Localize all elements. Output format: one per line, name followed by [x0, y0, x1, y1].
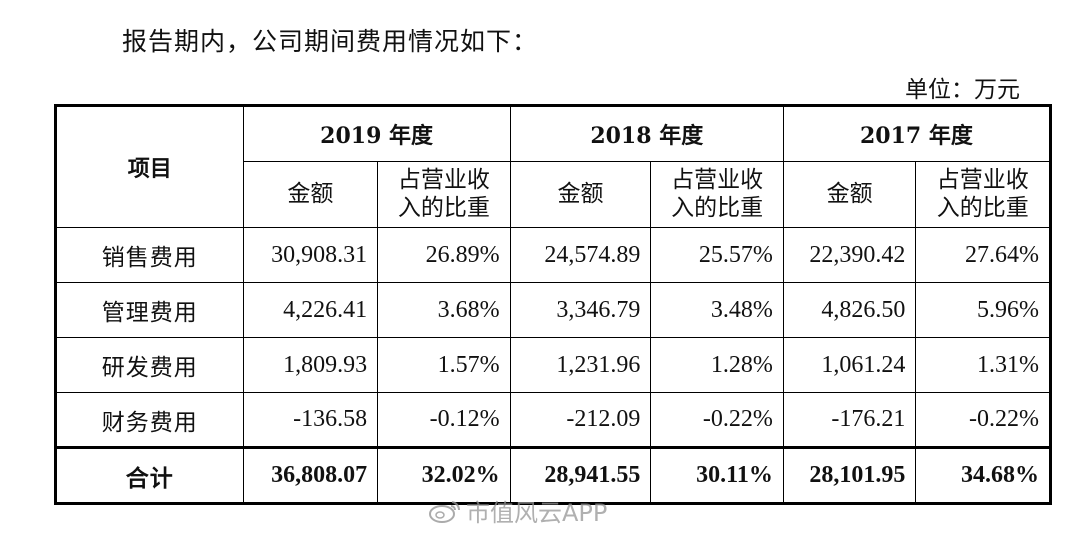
table-cell: 27.64%	[915, 227, 1051, 283]
table-cell: 4,826.50	[782, 282, 917, 338]
year-header-2018: 2018 年度	[509, 105, 784, 162]
row-label-rnd: 研发费用	[55, 337, 244, 393]
table-cell: 3,346.79	[509, 282, 652, 338]
table-cell: 30.11%	[650, 446, 784, 504]
weibo-icon	[428, 498, 462, 524]
ratio-header: 占营业收 入的比重	[915, 161, 1051, 228]
amount-header: 金额	[782, 161, 917, 228]
table-cell: 32.02%	[377, 446, 511, 504]
watermark: 市值风云APP	[428, 493, 607, 528]
table-cell: 1,231.96	[509, 337, 652, 393]
table-cell: -136.58	[242, 392, 379, 448]
table-cell: -0.22%	[915, 392, 1051, 448]
amount-header: 金额	[242, 161, 379, 228]
table-cell: 24,574.89	[509, 227, 652, 283]
row-label-selling: 销售费用	[55, 227, 244, 283]
table-cell: 30,908.31	[242, 227, 379, 283]
table-row: 销售费用 30,908.31 26.89% 24,574.89 25.57% 2…	[55, 227, 1051, 283]
table-cell: 4,226.41	[242, 282, 379, 338]
table-cell: -0.22%	[650, 392, 784, 448]
row-label-finance: 财务费用	[55, 392, 244, 448]
table-cell: 1.28%	[650, 337, 784, 393]
table-cell: 34.68%	[915, 446, 1051, 504]
table-cell: -212.09	[509, 392, 652, 448]
table-row: 管理费用 4,226.41 3.68% 3,346.79 3.48% 4,826…	[55, 282, 1051, 338]
watermark-text: 市值风云APP	[466, 499, 608, 527]
table-cell: 28,941.55	[509, 446, 652, 504]
intro-text: 报告期内，公司期间费用情况如下：	[122, 27, 539, 56]
table-cell: 3.68%	[377, 282, 511, 338]
table-row: 财务费用 -136.58 -0.12% -212.09 -0.22% -176.…	[55, 392, 1051, 448]
table-cell: 5.96%	[915, 282, 1051, 338]
table-cell: 25.57%	[650, 227, 784, 283]
expense-table: 项目 2019 年度 2018 年度 2017 年度 金额 占营业收 入的比重 金…	[54, 104, 1052, 505]
table-cell: -0.12%	[377, 392, 511, 448]
row-label-total: 合计	[55, 446, 244, 504]
table-cell: 28,101.95	[782, 446, 917, 504]
unit-label: 单位：万元	[905, 77, 1020, 103]
amount-header: 金额	[509, 161, 652, 228]
table-cell: 36,808.07	[242, 446, 379, 504]
table-cell: 26.89%	[377, 227, 511, 283]
year-header-2019: 2019 年度	[242, 105, 511, 162]
table-cell: 1,061.24	[782, 337, 917, 393]
table-cell: 22,390.42	[782, 227, 917, 283]
ratio-header: 占营业收 入的比重	[377, 161, 511, 228]
row-label-admin: 管理费用	[55, 282, 244, 338]
table-cell: 1.31%	[915, 337, 1051, 393]
year-header-2017: 2017 年度	[782, 105, 1052, 162]
table-row: 研发费用 1,809.93 1.57% 1,231.96 1.28% 1,061…	[55, 337, 1051, 393]
table-cell: -176.21	[782, 392, 917, 448]
table-cell: 1.57%	[377, 337, 511, 393]
total-row: 合计 36,808.07 32.02% 28,941.55 30.11% 28,…	[55, 446, 1051, 504]
item-header: 项目	[55, 105, 244, 228]
table-cell: 1,809.93	[242, 337, 379, 393]
ratio-header: 占营业收 入的比重	[650, 161, 784, 228]
table-cell: 3.48%	[650, 282, 784, 338]
